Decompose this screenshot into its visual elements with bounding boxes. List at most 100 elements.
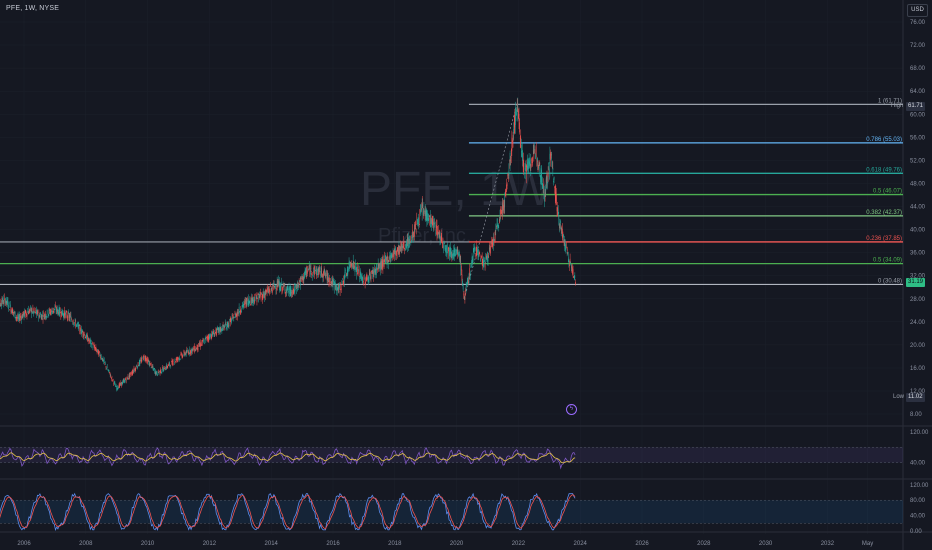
fib-level-label: 0.5 (34.09): [873, 258, 902, 264]
y-tick-label: 44.00: [910, 205, 926, 211]
candle-body: [147, 359, 148, 364]
candle-body: [435, 232, 437, 235]
candle-body: [321, 267, 323, 276]
candle-body: [350, 262, 352, 265]
candle-body: [212, 332, 214, 336]
candle-body: [383, 260, 384, 262]
candle-body: [40, 315, 42, 320]
candle-body: [309, 269, 311, 276]
candle-body: [219, 328, 220, 331]
candle-body: [509, 152, 511, 166]
candle-body: [178, 358, 179, 359]
candle-body: [369, 273, 371, 280]
candle-body: [15, 317, 17, 318]
candle-body: [507, 174, 509, 176]
high-label: High: [891, 103, 904, 109]
y-tick-label: 32.00: [910, 274, 926, 280]
candle-body: [327, 273, 328, 281]
candle-body: [238, 312, 239, 314]
candle-body: [310, 265, 311, 275]
candle-body: [537, 161, 539, 166]
candle-body: [131, 373, 132, 375]
candle-body: [541, 169, 542, 185]
candle-body: [113, 382, 115, 385]
candle-body: [124, 379, 125, 383]
candle-body: [231, 319, 232, 323]
candle-body: [459, 254, 460, 261]
candle-body: [403, 241, 405, 247]
candle-body: [215, 332, 216, 333]
candle-body: [381, 260, 383, 269]
candle-body: [230, 319, 232, 320]
candle-body: [339, 291, 341, 293]
candle-body: [42, 318, 44, 320]
candle-body: [158, 372, 160, 374]
candle-body: [367, 278, 368, 280]
candle-body: [483, 261, 484, 268]
candle-body: [20, 316, 22, 318]
candle-body: [36, 309, 37, 315]
candle-body: [345, 270, 346, 272]
candle-body: [88, 337, 90, 341]
candle-body: [115, 385, 117, 388]
candle-body: [4, 296, 5, 298]
candle-body: [220, 329, 222, 332]
candle-body: [557, 209, 559, 212]
candle-body: [37, 310, 38, 316]
currency-button[interactable]: USD: [907, 4, 928, 17]
x-tick-label: 2010: [141, 541, 155, 547]
candle-body: [167, 366, 169, 368]
candle-body: [300, 277, 302, 279]
candle-body: [100, 356, 102, 358]
candle-body: [119, 383, 120, 386]
candle-body: [107, 369, 109, 371]
candle-body: [112, 379, 114, 381]
candle-body: [480, 255, 482, 258]
candle-body: [375, 268, 377, 272]
candle-body: [142, 360, 144, 362]
candle-body: [511, 137, 513, 152]
candle-body: [161, 371, 163, 372]
candle-body: [169, 364, 171, 366]
candle-body: [414, 224, 415, 237]
candle-body: [223, 325, 224, 328]
candle-body: [332, 279, 334, 288]
fib-level-label: 0.786 (55.03): [866, 137, 902, 143]
candle-body: [140, 359, 141, 361]
y-tick-label: 36.00: [910, 251, 926, 257]
candle-body: [137, 366, 138, 369]
candle-body: [253, 299, 255, 301]
symbol-label[interactable]: PFE, 1W, NYSE: [6, 5, 60, 12]
candle-body: [31, 309, 33, 315]
candle-body: [152, 365, 154, 368]
candle-body: [448, 247, 450, 249]
candle-body: [144, 358, 145, 360]
candle-body: [171, 360, 173, 364]
candle-body: [220, 327, 221, 331]
candle-body: [324, 269, 325, 273]
candle-body: [17, 315, 19, 320]
current-price-tag: 31.19: [906, 278, 926, 287]
candle-body: [77, 324, 79, 327]
candle-body: [62, 313, 64, 316]
candle-body: [188, 351, 189, 355]
candle-body: [232, 314, 234, 317]
candle-body: [288, 291, 289, 293]
candle-body: [486, 256, 488, 261]
candle-body: [546, 173, 548, 183]
candle-body: [100, 356, 101, 359]
candle-body: [322, 276, 324, 278]
candle-body: [182, 355, 184, 356]
candle-body: [452, 253, 454, 258]
candle-body: [333, 282, 335, 284]
candle-body: [116, 387, 117, 391]
candle-body: [303, 277, 305, 281]
candle-body: [548, 162, 550, 164]
candle-body: [488, 252, 489, 258]
candle-body: [185, 352, 186, 355]
candle-body: [255, 294, 257, 296]
lightning-icon[interactable]: ϟ: [566, 404, 577, 415]
candle-body: [261, 293, 262, 295]
candle-body: [254, 300, 256, 302]
